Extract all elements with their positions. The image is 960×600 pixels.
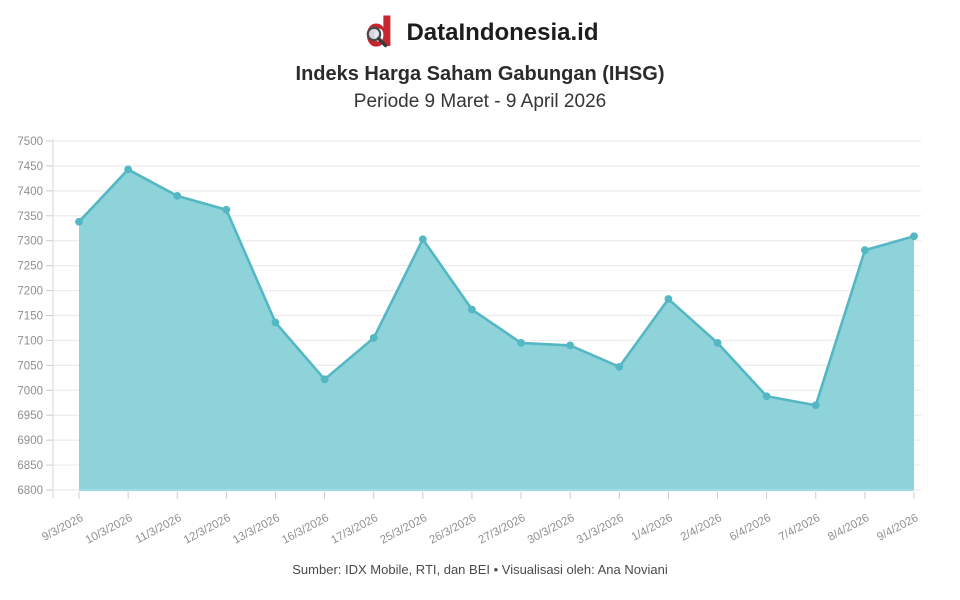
data-point <box>713 339 722 347</box>
data-point <box>615 362 624 371</box>
x-tick-label: 11/3/2026 <box>134 512 184 546</box>
x-tick-label: 16/3/2026 <box>280 512 331 547</box>
y-tick-label: 7500 <box>17 136 43 148</box>
x-tick-label: 13/3/2026 <box>231 512 282 547</box>
data-point <box>75 217 83 226</box>
x-tick-label: 9/4/2026 <box>875 512 920 544</box>
magnifier-icon <box>367 26 388 48</box>
y-tick-label: 6950 <box>17 410 43 422</box>
data-point <box>418 235 427 244</box>
data-point <box>468 305 476 314</box>
x-tick-label: 17/3/2026 <box>329 512 380 547</box>
x-tick-label: 12/3/2026 <box>182 512 233 547</box>
y-tick-label: 6900 <box>17 435 43 447</box>
y-tick-label: 7050 <box>17 360 43 372</box>
data-point <box>271 318 280 327</box>
y-tick-label: 7100 <box>17 335 43 347</box>
y-tick-label: 7300 <box>17 236 43 248</box>
chart-title: Indeks Harga Saham Gabungan (IHSG) <box>295 63 665 85</box>
y-tick-label: 7250 <box>17 261 43 273</box>
y-tick-label: 7150 <box>17 311 43 323</box>
x-tick-label: 30/3/2026 <box>526 512 577 547</box>
y-tick-label: 7000 <box>17 385 43 397</box>
y-tick-label: 7200 <box>17 286 43 298</box>
y-tick-label: 6800 <box>17 485 43 497</box>
area-fill <box>79 169 914 490</box>
x-tick-label: 1/4/2026 <box>630 512 675 544</box>
data-point <box>222 205 231 214</box>
data-point <box>173 191 182 200</box>
x-tick-label: 26/3/2026 <box>428 512 479 547</box>
chart-subtitle: Periode 9 Maret - 9 April 2026 <box>353 91 607 112</box>
x-tick-label: 8/4/2026 <box>826 512 871 544</box>
x-tick-label: 7/4/2026 <box>777 512 822 544</box>
y-tick-label: 7450 <box>17 161 43 173</box>
y-tick-label: 7400 <box>17 186 43 198</box>
data-point <box>517 339 525 347</box>
chart-area: 6800 6850 6900 6950 7000 7050 7100 7150 7200 7250… <box>0 126 960 552</box>
data-point <box>910 232 918 241</box>
brand-logo: d <box>361 13 397 53</box>
data-line <box>77 168 916 407</box>
brand: d DataIndonesia.id <box>0 12 960 54</box>
data-point <box>369 334 378 342</box>
x-tick-label: 2/4/2026 <box>679 512 724 544</box>
data-point <box>811 401 820 410</box>
data-point <box>860 246 869 255</box>
y-tick-label: 6850 <box>17 460 43 472</box>
ihsg-area-chart: 6800 6850 6900 6950 7000 7050 7100 7150 7200 7250… <box>17 136 921 547</box>
y-tick-label: 7350 <box>17 211 43 223</box>
source-credit: Sumber: IDX Mobile, RTI, dan BEI • Visua… <box>292 562 668 577</box>
brand-name: DataIndonesia.id <box>406 19 599 46</box>
x-tick-label: 9/3/2026 <box>40 512 85 544</box>
x-tick-label: 10/3/2026 <box>84 512 135 547</box>
x-tick-label: 27/3/2026 <box>477 512 528 547</box>
header: d DataIndonesia.id Indeks Harga Saham Ga… <box>0 0 960 113</box>
x-tick-label: 6/4/2026 <box>728 512 773 544</box>
data-point <box>320 375 329 384</box>
x-tick-label: 25/3/2026 <box>378 512 429 547</box>
data-point <box>566 341 575 350</box>
data-point <box>664 295 673 303</box>
data-point <box>124 165 133 174</box>
x-tick-label: 31/3/2026 <box>575 512 626 547</box>
data-point <box>762 392 771 401</box>
